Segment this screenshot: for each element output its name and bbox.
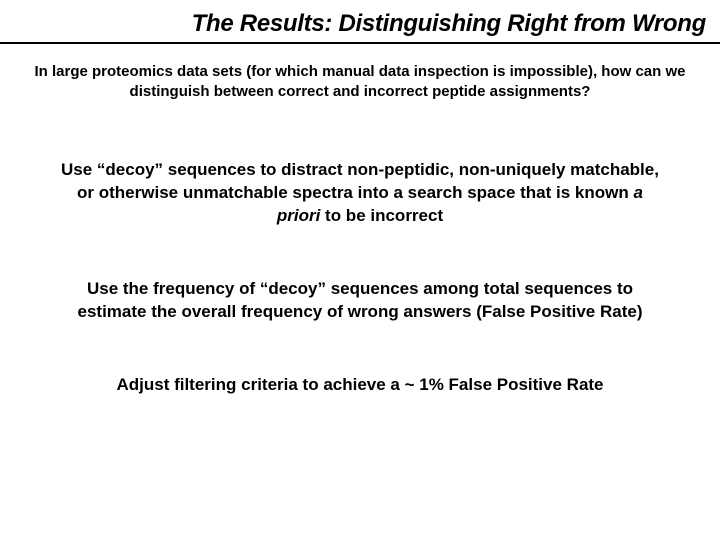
point-2: Use the frequency of “decoy” sequences a… [0, 278, 720, 324]
slide-title: The Results: Distinguishing Right from W… [0, 0, 720, 44]
point-1: Use “decoy” sequences to distract non-pe… [0, 159, 720, 228]
point-3: Adjust filtering criteria to achieve a ~… [0, 374, 720, 397]
slide-container: The Results: Distinguishing Right from W… [0, 0, 720, 540]
intro-text: In large proteomics data sets (for which… [0, 62, 720, 101]
point-1-part-a: Use “decoy” sequences to distract non-pe… [61, 160, 659, 202]
point-1-part-c: to be incorrect [320, 206, 443, 225]
